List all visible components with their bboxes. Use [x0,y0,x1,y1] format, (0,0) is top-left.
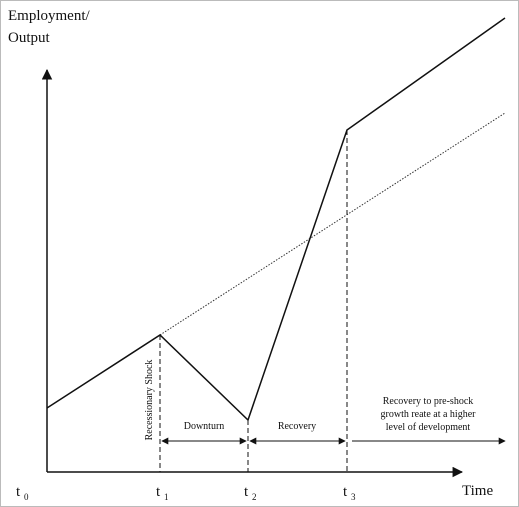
long-run-label: growth reate at a higher [381,409,477,420]
time-label: t [244,484,249,500]
long-run-label: level of development [386,422,471,433]
shock-label: Recessionary Shock [144,360,155,441]
time-label-sub: 2 [252,492,257,502]
time-label-sub: 3 [351,492,356,502]
time-label-sub: 1 [164,492,169,502]
time-label-sub: 0 [24,492,29,502]
time-label: t [16,484,21,500]
y-axis-label: Employment/ [8,8,90,24]
trend-line [159,112,506,336]
time-label: t [343,484,348,500]
long-run-label: Recovery to pre-shock [383,396,474,407]
x-axis-label: Time [462,483,493,499]
recovery-label: Recovery [278,421,316,432]
downturn-label: Downturn [184,421,225,432]
y-axis-label: Output [8,30,51,46]
time-label: t [156,484,161,500]
guides [159,130,348,472]
